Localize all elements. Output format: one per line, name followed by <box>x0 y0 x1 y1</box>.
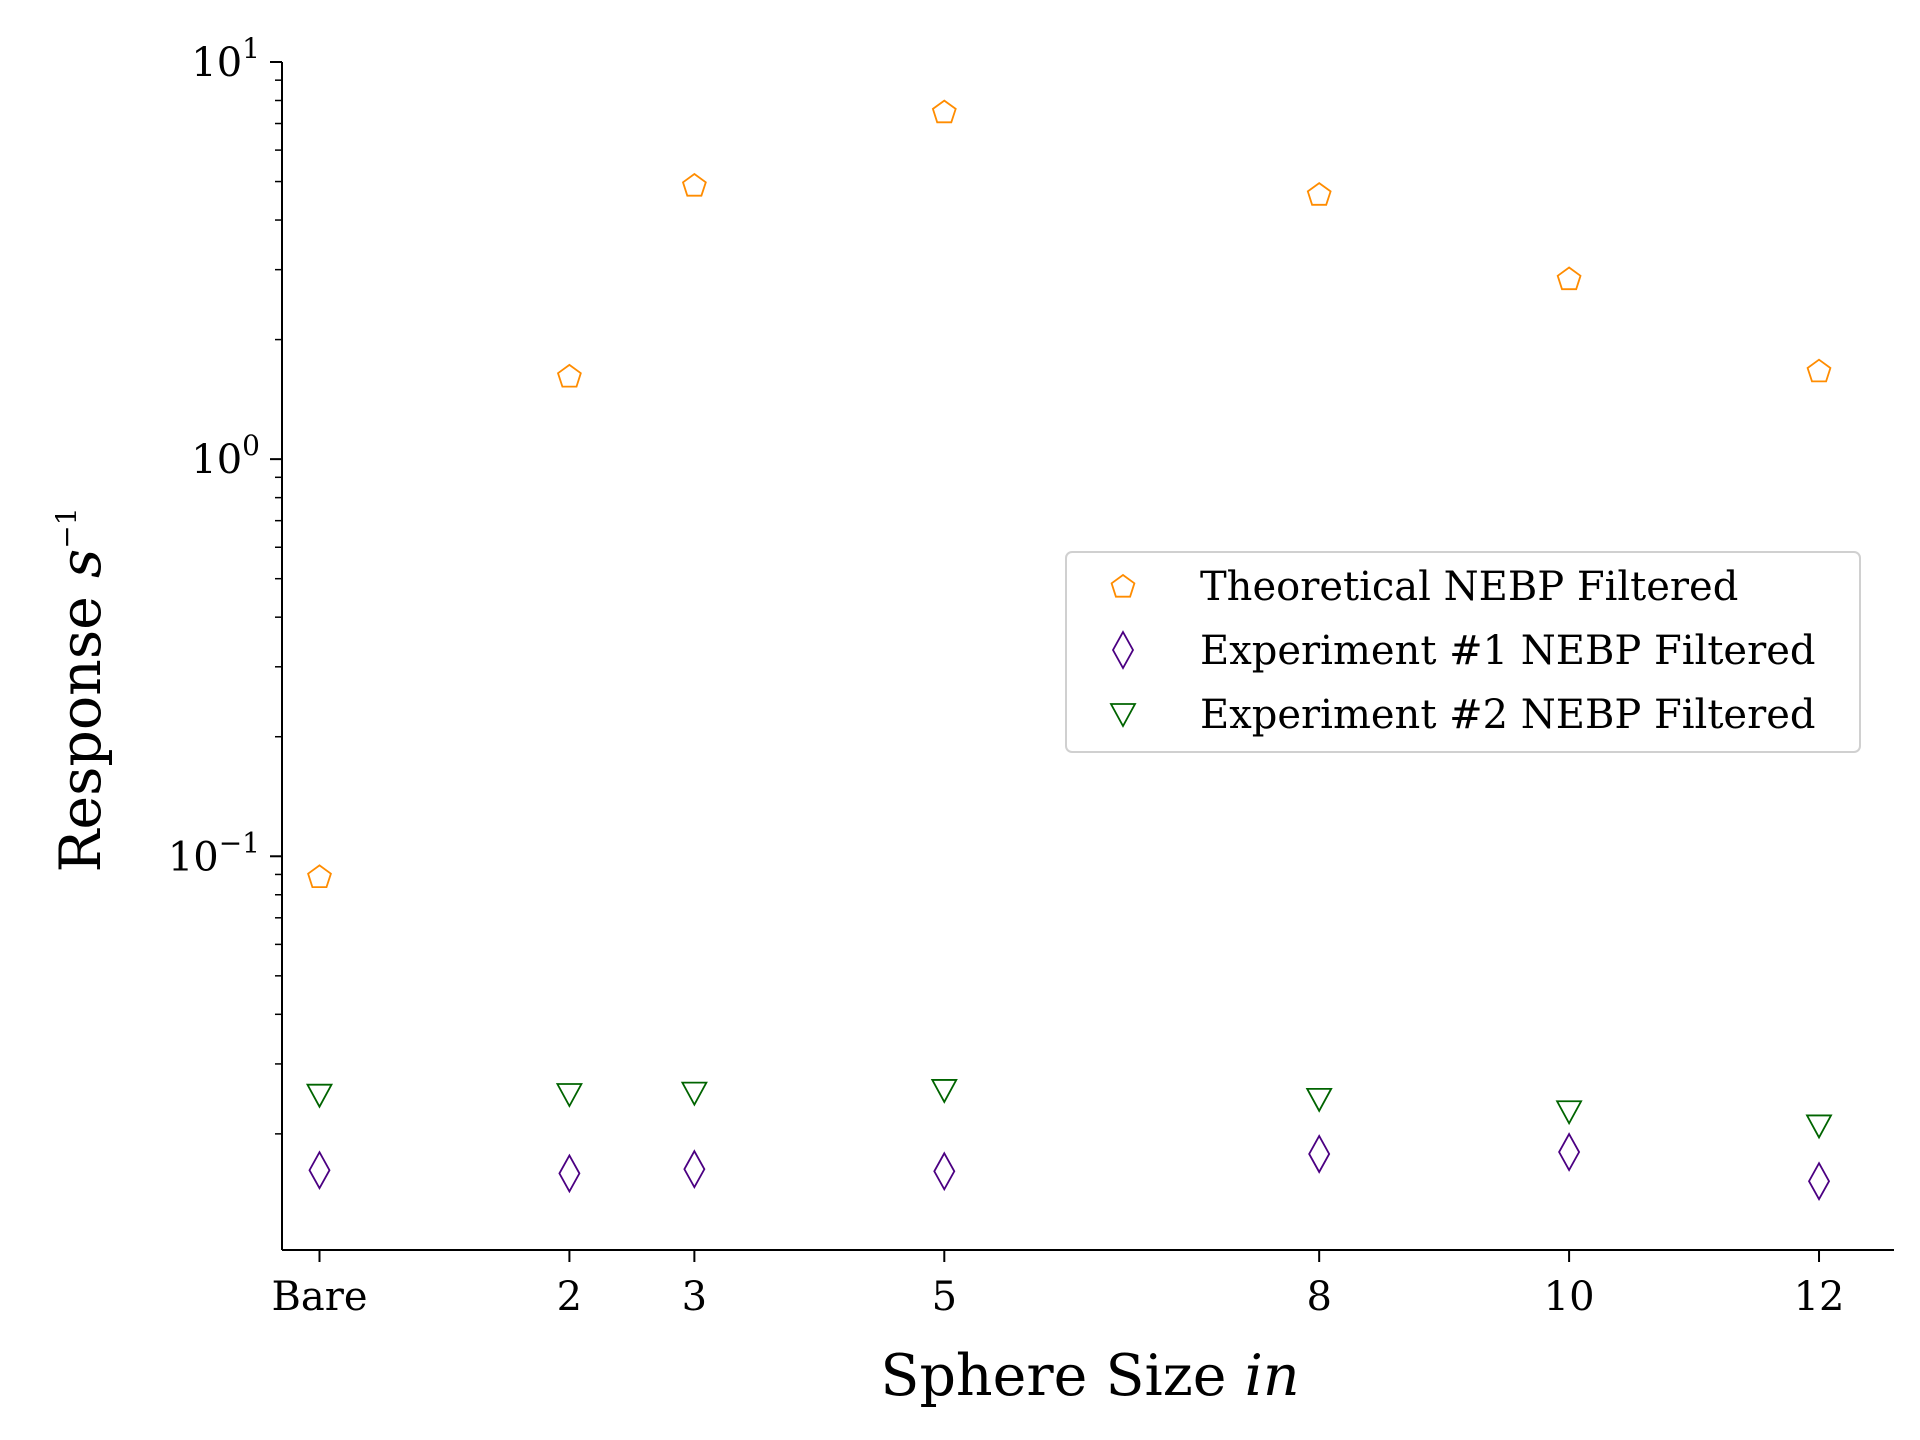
data-point <box>681 172 707 197</box>
tick-marks: 101 100 10−1 Bare 2 3 5 8 10 12 <box>168 32 1845 1320</box>
y-tick-label: 101 <box>191 32 260 86</box>
y-tick-label: 100 <box>191 429 260 483</box>
x-tick-label: 12 <box>1794 1274 1845 1320</box>
y-axis-title: Response s−1 <box>48 507 114 872</box>
data-point <box>558 1153 581 1194</box>
series-2 <box>308 1132 1831 1202</box>
x-tick-label: 5 <box>932 1274 957 1320</box>
data-point <box>1308 1134 1331 1174</box>
data-point <box>930 1079 958 1104</box>
legend-marker <box>1110 573 1136 598</box>
x-tick-label: 2 <box>557 1274 582 1320</box>
series-3 <box>305 1079 1833 1140</box>
data-point <box>1306 181 1332 206</box>
data-point <box>1807 1161 1831 1202</box>
x-axis-title: Sphere Size in <box>880 1343 1299 1409</box>
x-tick-label: 10 <box>1544 1274 1595 1320</box>
y-tick-label: 10−1 <box>168 826 260 880</box>
data-point <box>680 1081 708 1107</box>
data-point <box>933 1151 956 1192</box>
series-1 <box>307 99 1832 888</box>
legend-label: Experiment #1 NEBP Filtered <box>1200 628 1816 674</box>
data-point <box>307 864 332 888</box>
axes <box>281 62 1894 1251</box>
data-point <box>1805 1114 1833 1140</box>
legend-marker <box>1109 703 1137 728</box>
x-tick-label: Bare <box>271 1274 367 1320</box>
data-point <box>308 1150 331 1191</box>
data-point <box>555 1083 583 1108</box>
data-point <box>1556 266 1582 291</box>
data-point <box>1806 358 1832 383</box>
data-marks <box>305 99 1833 1202</box>
data-point <box>1555 1100 1583 1126</box>
data-point <box>931 99 957 124</box>
legend: Theoretical NEBP Filtered Experiment #1 N… <box>1065 551 1861 753</box>
legend-box <box>1065 551 1861 753</box>
data-point <box>556 363 582 388</box>
x-tick-label: 3 <box>682 1274 707 1320</box>
data-point <box>1305 1087 1333 1113</box>
data-point <box>305 1083 334 1109</box>
legend-label: Experiment #2 NEBP Filtered <box>1200 692 1816 738</box>
data-point <box>1558 1132 1581 1172</box>
x-tick-label: 8 <box>1306 1274 1331 1320</box>
legend-label: Theoretical NEBP Filtered <box>1200 564 1738 610</box>
legend-marker <box>1111 630 1135 670</box>
data-point <box>683 1149 706 1190</box>
